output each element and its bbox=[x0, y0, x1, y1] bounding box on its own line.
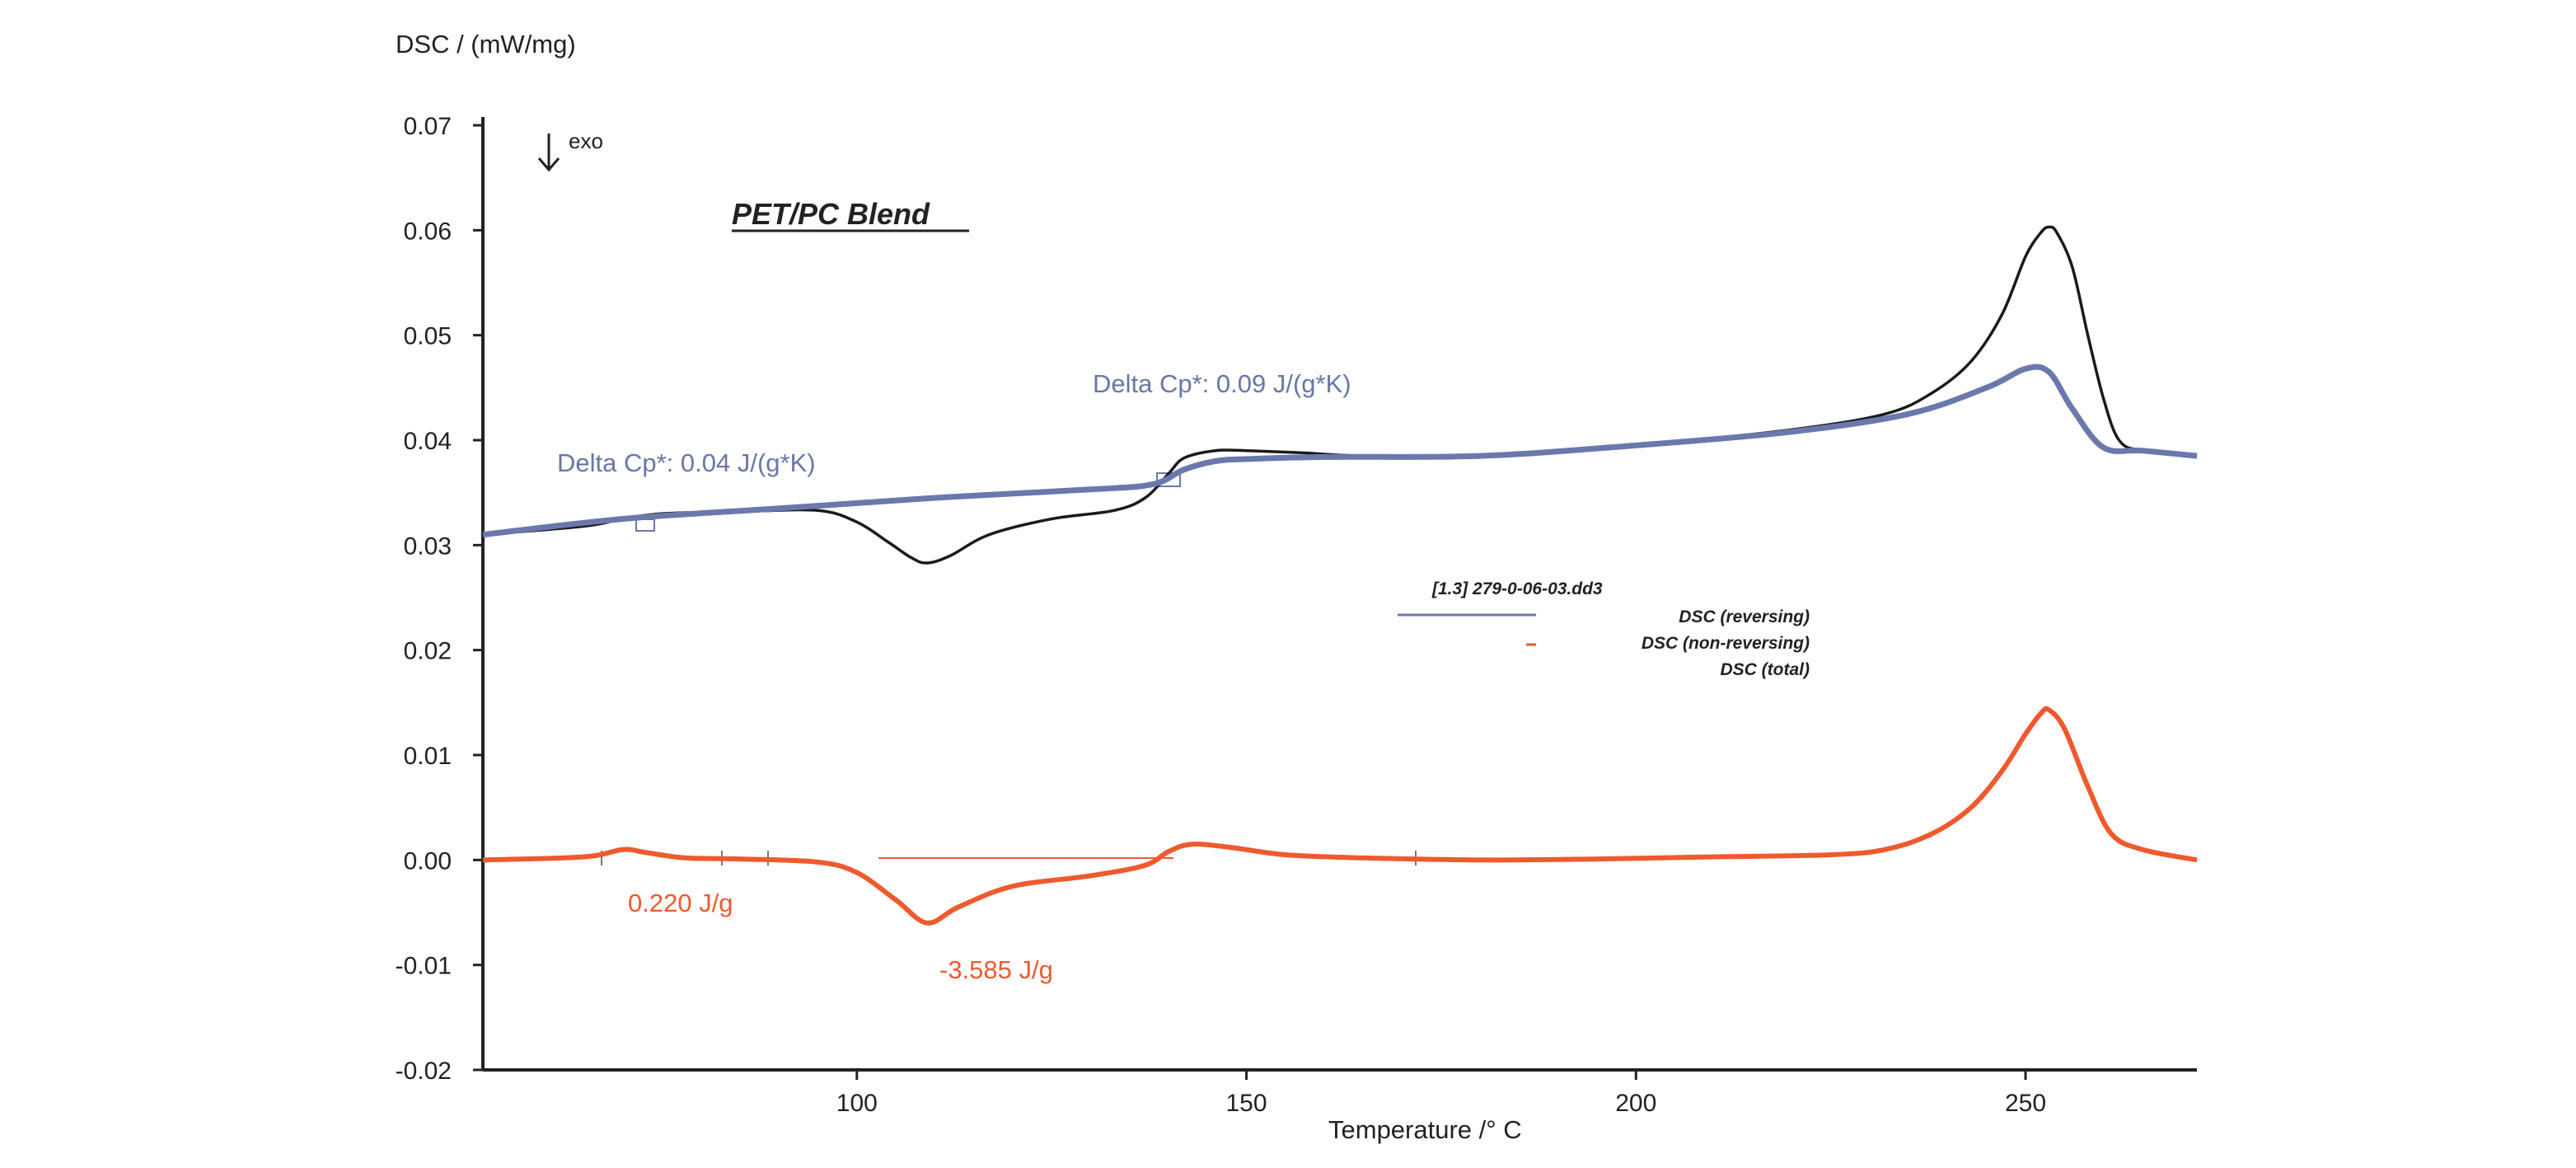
delta-cp-annotation-low: Delta Cp*: 0.04 J/(g*K) bbox=[557, 448, 816, 477]
y-tick-label: -0.01 bbox=[396, 953, 452, 980]
y-tick-label: 0.04 bbox=[404, 428, 452, 455]
x-axis-title: Temperature /° C bbox=[1328, 1115, 1522, 1144]
cp-marker bbox=[635, 518, 655, 532]
series-line-dsc-total bbox=[482, 225, 2198, 565]
y-tick-label: -0.02 bbox=[396, 1058, 452, 1085]
x-tick-label: 200 bbox=[1615, 1090, 1656, 1117]
delta-cp-annotation-high: Delta Cp*: 0.09 J/(g*K) bbox=[1093, 369, 1351, 398]
y-tick-label: 0.05 bbox=[404, 323, 452, 350]
series-line-dsc-reversing bbox=[482, 364, 2198, 538]
y-tick-label: 0.07 bbox=[404, 113, 452, 140]
y-tick-label: 0.02 bbox=[404, 638, 452, 665]
exo-label: exo bbox=[569, 129, 603, 153]
legend-entry-reversing: DSC (reversing) bbox=[1679, 607, 1810, 626]
x-tick-label: 100 bbox=[836, 1090, 878, 1117]
x-tick-label: 150 bbox=[1226, 1090, 1267, 1117]
enthalpy-annotation-small: 0.220 J/g bbox=[628, 889, 733, 917]
y-tick-label: 0.00 bbox=[404, 847, 452, 875]
enthalpy-annotation-large: -3.585 J/g bbox=[939, 955, 1053, 984]
legend: [1.3] 279-0-06-03.dd3 DSC (reversing) DS… bbox=[1398, 579, 1810, 679]
y-tick-label: 0.03 bbox=[404, 532, 452, 560]
y-ticks: 0.07 0.06 0.05 0.04 0.03 0.02 0.01 0.00 -0.01 -0.… bbox=[396, 113, 483, 1085]
exo-indicator: exo bbox=[537, 129, 603, 172]
exo-arrow-head bbox=[537, 157, 560, 172]
y-tick-label: 0.01 bbox=[404, 743, 452, 770]
legend-entry-non-reversing: DSC (non-reversing) bbox=[1642, 634, 1810, 653]
plot-title: PET/PC Blend bbox=[732, 197, 930, 231]
legend-file-label: [1.3] 279-0-06-03.dd3 bbox=[1431, 579, 1603, 598]
x-tick-label: 250 bbox=[2005, 1090, 2046, 1117]
x-ticks: 100 150 200 250 bbox=[836, 1070, 2046, 1117]
y-axis-title: DSC / (mW/mg) bbox=[396, 30, 576, 59]
series-line-dsc-non-reversing bbox=[482, 706, 2198, 926]
legend-entry-total: DSC (total) bbox=[1721, 660, 1810, 679]
y-tick-label: 0.06 bbox=[404, 218, 452, 245]
